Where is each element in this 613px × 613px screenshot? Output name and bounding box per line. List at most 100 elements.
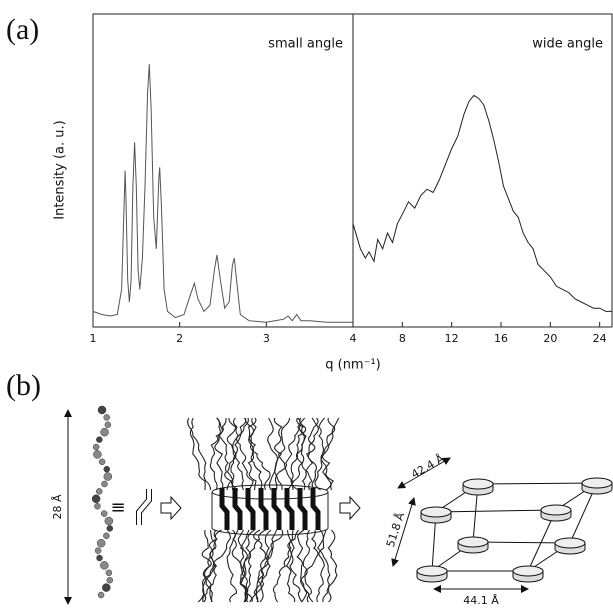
dimension-label: 28 Å <box>51 494 64 519</box>
atom <box>100 427 109 437</box>
atom <box>105 569 113 577</box>
x-tick-label: 4 <box>350 332 357 345</box>
alkyl-chain <box>296 417 313 491</box>
atom <box>96 538 106 548</box>
atom <box>94 547 102 554</box>
atom <box>106 576 114 584</box>
atom <box>104 516 114 526</box>
symbol: ≡ <box>110 497 125 518</box>
open-arrow <box>160 495 182 521</box>
alkyl-chain <box>285 529 299 603</box>
disk <box>457 536 489 548</box>
alkyl-chain <box>322 417 336 491</box>
alkyl-chain <box>296 529 308 603</box>
atom <box>97 405 107 415</box>
alkyl-chain <box>290 417 306 491</box>
core-unit <box>219 488 230 530</box>
alkyl-chain <box>317 529 332 603</box>
alkyl-chain <box>245 529 255 603</box>
alkyl-chain <box>216 417 232 491</box>
atom <box>100 561 109 570</box>
x-tick-label: 16 <box>494 332 508 345</box>
alkyl-chain <box>247 417 257 491</box>
x-tick-label: 2 <box>176 332 183 345</box>
alkyl-chain <box>237 529 249 603</box>
column <box>187 417 340 603</box>
core-unit <box>271 488 282 530</box>
atom <box>101 480 108 488</box>
alkyl-chain <box>307 417 319 491</box>
alkyl-chain <box>202 529 222 603</box>
atom <box>104 421 112 429</box>
molecule-icon <box>137 489 151 525</box>
lattice-line <box>472 541 571 544</box>
data-line <box>92 64 353 323</box>
atom <box>103 465 111 473</box>
alkyl-chain <box>249 529 272 603</box>
alkyl-chain <box>226 417 239 491</box>
alkyl-chain <box>209 417 227 491</box>
panel-label: (a) <box>6 13 39 46</box>
core-unit <box>284 488 295 530</box>
x-tick-label: 8 <box>399 332 406 345</box>
alkyl-chain <box>267 417 279 491</box>
alkyl-chain <box>244 417 271 491</box>
disk <box>416 565 448 577</box>
x-tick-label: 24 <box>593 332 607 345</box>
dimension-label: 42.4 Å <box>409 452 447 481</box>
alkyl-chain <box>322 529 338 603</box>
disk <box>420 506 452 518</box>
alkyl-chain <box>236 417 254 491</box>
atom <box>103 472 113 481</box>
atom <box>102 583 111 592</box>
y-axis-label: Intensity (a. u.) <box>53 120 68 219</box>
atom <box>91 494 101 504</box>
alkyl-chain <box>304 529 319 603</box>
alkyl-chain <box>300 529 314 603</box>
atom <box>97 591 105 599</box>
lattice-line <box>435 509 557 513</box>
core-unit <box>232 488 243 530</box>
alkyl-chain <box>286 529 303 603</box>
alkyl-chain <box>247 417 263 491</box>
cylinder <box>211 492 329 536</box>
disk <box>512 565 544 577</box>
annotation: small angle <box>268 37 343 52</box>
schematic: 28 Å ≡ 42.4 Å 51.8 Å 44.1 Å <box>51 405 613 607</box>
alkyl-chain <box>226 529 239 603</box>
atom <box>96 554 103 562</box>
x-tick-label: 3 <box>263 332 270 345</box>
atom <box>93 450 102 459</box>
atom <box>98 458 106 466</box>
alkyl-chain <box>214 417 224 491</box>
alkyl-chain <box>301 417 319 491</box>
annotation: wide angle <box>532 37 603 52</box>
alkyl-chain <box>189 417 206 491</box>
core-unit <box>258 488 269 530</box>
alkyl-chain <box>239 529 266 603</box>
data-line <box>352 94 612 312</box>
panel-label: (b) <box>6 369 41 402</box>
alkyl-chain <box>316 529 327 603</box>
disk <box>540 504 572 516</box>
atom <box>103 532 110 540</box>
core-unit <box>310 488 321 530</box>
lattice <box>416 477 613 583</box>
atom <box>94 502 101 510</box>
molecule <box>91 405 114 599</box>
x-tick-label: 12 <box>445 332 459 345</box>
alkyl-chain <box>253 529 284 603</box>
arrow <box>397 457 451 489</box>
disk <box>462 478 494 490</box>
atom <box>106 525 114 532</box>
x-tick-label: 20 <box>543 332 557 345</box>
atom <box>96 488 103 495</box>
dimension-label: 44.1 Å <box>463 594 499 607</box>
alkyl-chain <box>232 417 244 491</box>
alkyl-chain <box>255 529 278 603</box>
alkyl-chain <box>197 529 218 603</box>
alkyl-chain <box>239 529 250 603</box>
disk <box>554 537 586 549</box>
